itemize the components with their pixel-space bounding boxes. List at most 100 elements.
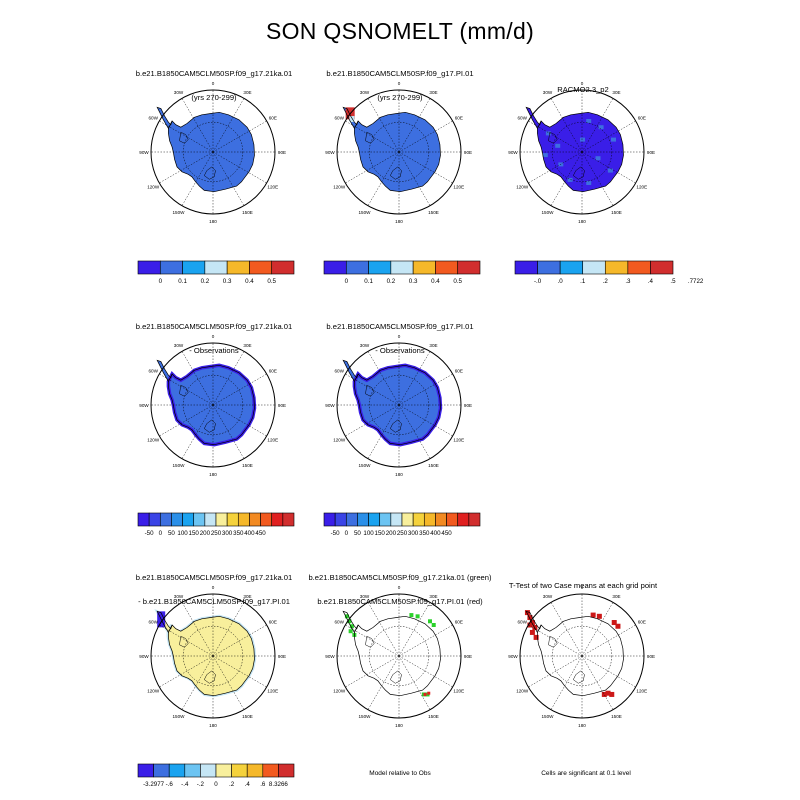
- lon-label-3: 90E: [278, 654, 286, 659]
- colorbar-5-box-13: [468, 512, 481, 527]
- meridian-5: [398, 655, 431, 710]
- lon-label-0: 0: [581, 585, 584, 590]
- colorbar-3-label-7: .7722: [688, 278, 704, 285]
- meridian-11: [181, 351, 214, 406]
- meridian-10: [528, 624, 583, 657]
- map-panel-5: 0 30E 60E 90E 120E 150E 180 150W 120W 90W 60W 30W: [325, 334, 472, 477]
- lon-label-1: 30E: [429, 594, 437, 599]
- map-boundary: [336, 89, 462, 215]
- racmo-cell-8: [567, 177, 573, 182]
- meridian-1: [398, 602, 431, 657]
- meridian-10: [345, 120, 400, 153]
- colorbar-1-box-6: [271, 260, 295, 275]
- colorbar-3-label-4: .3: [625, 278, 631, 285]
- lon-label-8: 120W: [147, 438, 160, 443]
- lon-label-6: 180: [578, 723, 586, 728]
- colorbar-6-label-2: -.4: [181, 781, 189, 788]
- colorbar-5-label-9: 400: [430, 530, 441, 537]
- peninsula-coastline: [342, 610, 359, 634]
- colorbar-5-box-9: [423, 512, 436, 527]
- colorbar-1-box-4: [226, 260, 250, 275]
- colorbar-6-label-0: -3.2977: [143, 781, 165, 788]
- lon-label-5: 150E: [242, 210, 253, 215]
- meridian-4: [212, 655, 267, 688]
- lon-label-6: 180: [578, 219, 586, 224]
- colorbar-5-label-6: 250: [397, 530, 408, 537]
- colorbar-2-box-5: [435, 260, 459, 275]
- colorbar-6-box-1: [153, 763, 170, 778]
- lon-label-10: 60W: [334, 620, 344, 625]
- colorbar-5-box-11: [446, 512, 459, 527]
- colorbar-4-box-2: [159, 512, 172, 527]
- latitude-circle: [551, 625, 613, 687]
- panel-5-title-line2: - Observations: [375, 346, 425, 355]
- meridian-10: [159, 120, 214, 153]
- colorbar-5-label-0: -50: [331, 530, 341, 537]
- lon-label-9: 90W: [139, 150, 149, 155]
- meridian-5: [581, 151, 614, 206]
- ice-sheet-fill: [168, 365, 255, 445]
- lon-label-0: 0: [212, 81, 215, 86]
- lon-label-11: 30W: [360, 343, 370, 348]
- colorbar-6-label-6: .4: [245, 781, 251, 788]
- panel-7-title-line2: b.e21.B1850CAM5CLM50SP.f09_g17.PI.01 (re…: [317, 597, 483, 606]
- colorbar-4-box-10: [249, 512, 261, 527]
- colorbar-6-box-0: [137, 763, 154, 778]
- colorbar-3: -.0 .0 .1 .2 .3 .4 .5 .7722: [514, 260, 704, 285]
- meridian-4: [581, 655, 636, 688]
- meridian-7: [181, 404, 214, 459]
- lon-label-11: 30W: [360, 594, 370, 599]
- map-panel-1: 0 30E 60E 90E 120E 150E 180 150W 120W 90W 60W 30W: [139, 81, 286, 224]
- peninsula-coastline: [525, 610, 542, 634]
- lon-label-9: 90W: [325, 403, 335, 408]
- colorbar-4-box-0: [137, 512, 150, 527]
- map-boundary: [519, 89, 645, 215]
- panel-6-title-line1: b.e21.B1850CAM5CLM50SP.f09_g17.21ka.01: [135, 573, 293, 582]
- lon-label-6: 180: [395, 723, 403, 728]
- green-cell-0: [344, 614, 349, 619]
- latitude-circle: [368, 121, 430, 183]
- colorbar-5: -50 0 50 100 150 200 250 300 350 400 450: [323, 512, 481, 537]
- ross-ice-shelf-line: [572, 166, 585, 180]
- colorbar-6-box-8: [262, 763, 279, 778]
- ice-sheet-fill: [354, 112, 441, 192]
- lon-label-7: 150W: [358, 210, 371, 215]
- sig-cell-8: [596, 613, 602, 619]
- colorbar-6-box-7: [246, 763, 264, 778]
- sig-cell-5: [533, 634, 539, 640]
- lon-label-1: 30E: [612, 90, 620, 95]
- ronne-ice-shelf-line: [179, 635, 189, 648]
- lon-label-0: 0: [581, 81, 584, 86]
- coastline: [354, 111, 441, 193]
- meridian-1: [212, 98, 245, 153]
- panel-4-title-line2: - Observations: [189, 346, 239, 355]
- panel-4-title-line1: b.e21.B1850CAM5CLM50SP.f09_g17.21ka.01: [135, 322, 293, 331]
- colorbar-6-box-9: [278, 763, 295, 778]
- lon-label-6: 180: [209, 219, 217, 224]
- meridian-1: [398, 98, 431, 153]
- meridian-4: [398, 404, 453, 437]
- coastline: [354, 364, 441, 446]
- panel-2-title-line2: (yrs 270-299): [377, 93, 423, 102]
- sig-cell-1: [527, 615, 533, 621]
- lon-label-2: 60E: [269, 369, 277, 374]
- peninsula-fill: [157, 107, 173, 129]
- racmo-cell-6: [607, 168, 613, 173]
- ross-ice-shelf-line: [203, 670, 216, 684]
- lon-label-4: 120E: [636, 689, 647, 694]
- meridian-4: [398, 151, 453, 184]
- meridian-11: [550, 98, 583, 153]
- ronne-ice-shelf-line: [179, 384, 189, 397]
- meridian-10: [345, 624, 400, 657]
- colorbar-5-box-2: [345, 512, 358, 527]
- ice-sheet-fill: [354, 365, 441, 445]
- lon-label-8: 120W: [147, 689, 160, 694]
- colorbar-5-box-6: [390, 512, 403, 527]
- panel-3-title-line1: RACMO2.3_p2: [557, 85, 609, 94]
- lon-label-3: 90E: [464, 403, 472, 408]
- lon-label-0: 0: [212, 585, 215, 590]
- colorbar-6-box-5: [215, 763, 232, 778]
- lon-label-2: 60E: [638, 620, 646, 625]
- meridian-5: [398, 404, 431, 459]
- latitude-circle: [182, 625, 244, 687]
